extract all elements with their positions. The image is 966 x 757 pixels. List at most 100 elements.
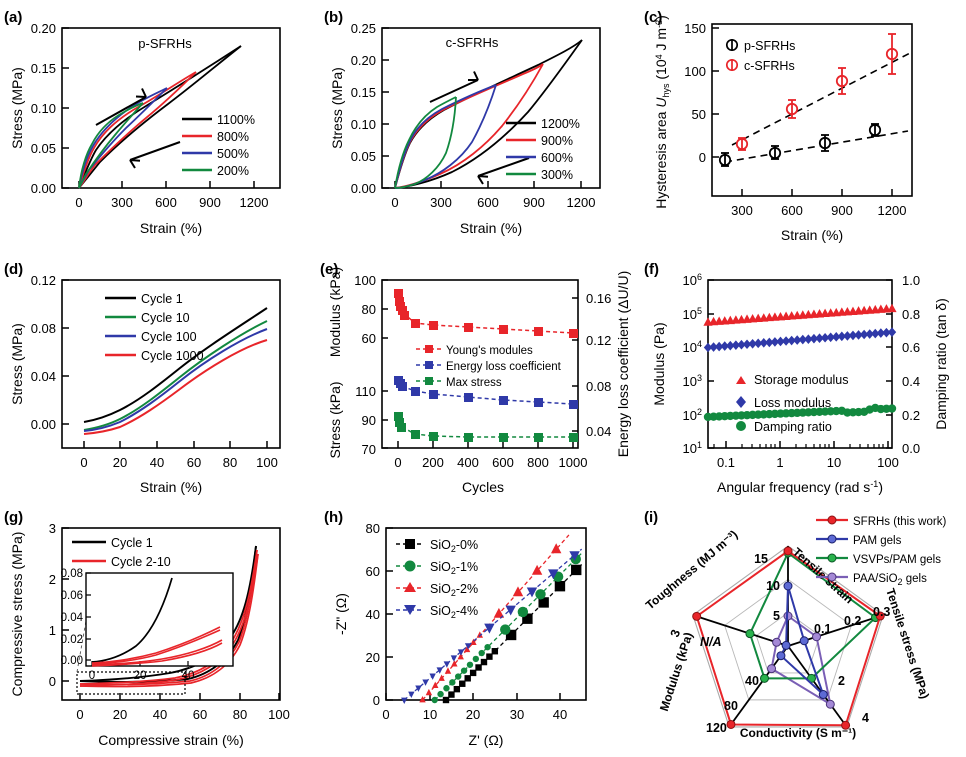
plot-frame xyxy=(381,279,579,449)
panel-i-label: (i) xyxy=(644,509,658,526)
svg-text:0.2: 0.2 xyxy=(844,614,861,628)
inset-curve-red-upper-a xyxy=(91,626,221,664)
svg-text:20: 20 xyxy=(134,670,147,682)
radar-data-point xyxy=(745,629,755,639)
legend-label-3: 200% xyxy=(217,164,249,178)
inset-y-ticks: 0.08 0.06 0.04 0.02 0.00 xyxy=(61,568,91,667)
svg-text:900: 900 xyxy=(523,195,545,210)
y-axis-title: Stress (MPa) xyxy=(9,323,25,405)
y-axis-right-ticks: 1.0 0.8 0.6 0.4 0.2 0.0 xyxy=(886,273,920,456)
data-point xyxy=(500,624,511,635)
svg-text:20: 20 xyxy=(113,707,127,722)
data-point xyxy=(476,631,484,638)
data-point-damping xyxy=(887,404,897,413)
sample-annotation: p-SFRHs xyxy=(138,36,192,51)
unloading-arrow xyxy=(129,141,181,169)
svg-text:0: 0 xyxy=(699,150,706,165)
legend-label-1: 900% xyxy=(541,134,573,148)
legend: SFRHs (this work) PAM gels VSVPs/PAM gel… xyxy=(816,515,946,587)
svg-text:102: 102 xyxy=(683,407,702,423)
cycle-curves xyxy=(83,307,268,435)
data-point xyxy=(443,685,450,692)
data-point xyxy=(457,652,464,660)
data-point xyxy=(835,67,849,95)
legend-label-1: SiO2-1% xyxy=(430,560,478,576)
svg-text:20: 20 xyxy=(366,650,380,665)
series-c-sfrhs xyxy=(735,33,899,151)
svg-text:4: 4 xyxy=(862,711,869,725)
svg-text:1.0: 1.0 xyxy=(902,273,920,288)
x-axis-ticks: 0 300 600 900 1200 xyxy=(75,181,268,210)
y-axis-title: Stress (MPa) xyxy=(329,67,345,149)
svg-text:0.04: 0.04 xyxy=(31,369,56,384)
legend-marker-0 xyxy=(396,539,424,549)
panel-d-label: (d) xyxy=(4,261,23,278)
plot-frame xyxy=(381,27,601,189)
legend: 1200% 900% 600% 300% xyxy=(506,117,580,182)
data-point xyxy=(548,569,559,580)
svg-text:100: 100 xyxy=(354,273,376,288)
inset-connector xyxy=(76,620,234,673)
legend-label-0: SiO2-0% xyxy=(430,538,478,554)
data-point xyxy=(472,655,480,663)
data-point xyxy=(517,606,529,618)
legend-marker-0 xyxy=(725,38,739,52)
data-point xyxy=(463,645,471,653)
svg-text:0.25: 0.25 xyxy=(351,21,376,36)
legend-marker-2 xyxy=(736,421,746,431)
sample-annotation: c-SFRHs xyxy=(446,35,499,50)
x-axis-title: Angular frequency (rad s-1) xyxy=(717,479,883,495)
svg-text:0.10: 0.10 xyxy=(351,117,376,132)
radar-data-point xyxy=(692,611,702,621)
radar-chart xyxy=(692,545,885,730)
svg-text:30: 30 xyxy=(510,707,524,722)
legend-marker-1 xyxy=(725,58,739,72)
fit-line-c xyxy=(731,51,913,146)
svg-text:80: 80 xyxy=(724,699,738,713)
radar-series-polygon xyxy=(695,549,882,727)
data-point xyxy=(422,679,429,686)
radar-spoke xyxy=(728,645,789,728)
curve-1100-load xyxy=(78,45,242,189)
svg-text:1200: 1200 xyxy=(240,195,269,210)
radar-data-point xyxy=(759,673,769,683)
legend: Storage modulus Loss modulus Damping rat… xyxy=(736,373,849,434)
data-point xyxy=(475,664,482,671)
legend-label-0: SFRHs (this work) xyxy=(853,516,946,528)
y-axis-title: Modulus (Pa) xyxy=(651,322,667,405)
svg-text:1200: 1200 xyxy=(567,195,596,210)
data-point xyxy=(785,99,799,119)
data-point xyxy=(484,643,491,651)
curve-1100-unload xyxy=(78,45,242,189)
svg-text:101: 101 xyxy=(683,440,702,456)
curve-cycle-1 xyxy=(83,307,268,423)
plot-frame xyxy=(385,527,587,701)
data-point xyxy=(443,661,451,668)
svg-text:2: 2 xyxy=(49,572,56,587)
data-point xyxy=(436,667,443,674)
legend-marker-0 xyxy=(736,376,746,384)
x-axis-ticks: 0 20 40 60 80 100 xyxy=(76,693,290,722)
inset-curve-red-upper-b xyxy=(91,629,221,665)
y-axis-title: Compressive stress (MPa) xyxy=(9,532,25,697)
svg-text:3: 3 xyxy=(668,628,684,639)
panel-b-label: (b) xyxy=(324,9,343,26)
y-axis-title-right: Damping ratio (tan δ) xyxy=(933,298,949,430)
panel-g-label: (g) xyxy=(4,509,23,526)
y-axis-title: -Z" (Ω) xyxy=(333,593,349,635)
legend: p-SFRHs c-SFRHs xyxy=(725,38,795,73)
radar-axis-label-tensile-stress: Tensile stress (MPa) xyxy=(883,587,932,701)
svg-text:800: 800 xyxy=(527,455,549,470)
svg-text:1: 1 xyxy=(776,455,783,470)
svg-text:0.2: 0.2 xyxy=(902,408,920,423)
inset-source-box xyxy=(76,671,186,695)
hysteresis-curves xyxy=(78,45,242,189)
data-point xyxy=(438,674,445,681)
legend-label-0: Cycle 1 xyxy=(141,292,183,306)
svg-text:400: 400 xyxy=(457,455,479,470)
data-point xyxy=(464,643,472,650)
radar-na-label: N/A xyxy=(700,635,722,649)
y-axis-stress-ticks: 110 90 70 xyxy=(355,384,388,457)
svg-text:80: 80 xyxy=(362,302,376,317)
y-axis-title: Hysteresis area Uhys (104 J m-3) xyxy=(653,15,671,209)
